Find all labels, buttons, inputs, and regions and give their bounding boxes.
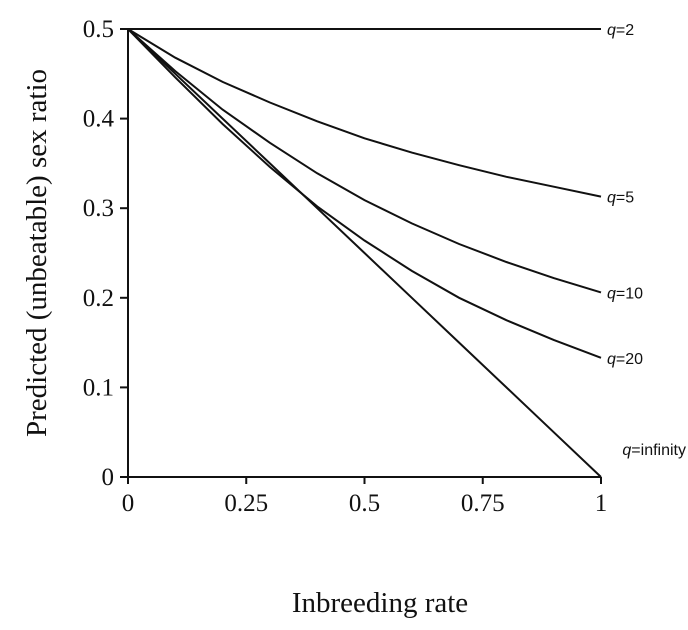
series-line-q-10 — [127, 28, 602, 294]
y-tick-label: 0.4 — [83, 106, 115, 133]
y-axis-title: Predicted (unbeatable) sex ratio — [21, 69, 53, 437]
y-tick-label: 0.2 — [83, 285, 114, 312]
series-labels: q=2 q=5 q=10 q=20 q=infinity — [607, 22, 686, 459]
x-tick-label: 0.25 — [224, 490, 268, 517]
series-label: q=10 — [607, 285, 643, 302]
series-label: q=2 — [607, 22, 634, 39]
series-lines — [127, 28, 602, 478]
series-label: q=5 — [607, 190, 634, 207]
axes: 0 0.1 0.2 0.3 0.4 0.5 0 0.25 0.5 0.75 1 — [83, 16, 608, 517]
x-tick-label: 0 — [122, 490, 135, 517]
y-tick-label: 0.3 — [83, 195, 114, 222]
y-tick-label: 0.1 — [83, 374, 114, 401]
series-label: q=20 — [607, 351, 643, 368]
x-tick-label: 0.75 — [461, 490, 505, 517]
x-axis-title: Inbreeding rate — [292, 587, 468, 619]
series-line-q-5 — [127, 28, 602, 198]
series-line-q-infinity — [127, 28, 602, 478]
series-line-q-20 — [127, 28, 602, 359]
x-tick-label: 1 — [595, 490, 608, 517]
y-tick-label: 0 — [102, 464, 115, 491]
y-tick-label: 0.5 — [83, 16, 114, 43]
series-label: q=infinity — [622, 442, 686, 459]
x-tick-label: 0.5 — [349, 490, 380, 517]
